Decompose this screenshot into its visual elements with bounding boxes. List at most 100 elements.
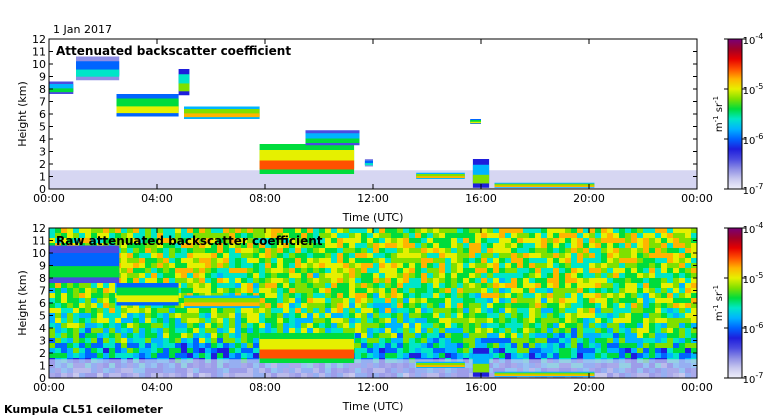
noise-cell <box>187 338 193 343</box>
noise-cell <box>355 313 361 318</box>
noise-cell <box>463 313 469 318</box>
noise-cell <box>277 323 283 328</box>
noise-cell <box>193 248 199 253</box>
noise-cell <box>529 308 535 313</box>
noise-cell <box>397 343 403 348</box>
noise-cell <box>589 313 595 318</box>
noise-cell <box>487 308 493 313</box>
noise-cell <box>193 278 199 283</box>
noise-cell <box>559 263 565 268</box>
noise-cell <box>673 323 679 328</box>
noise-cell <box>283 258 289 263</box>
noise-cell <box>79 348 85 353</box>
noise-cell <box>289 293 295 298</box>
noise-cell <box>337 263 343 268</box>
noise-cell <box>493 318 499 323</box>
noise-cell <box>637 268 643 273</box>
noise-cell <box>499 298 505 303</box>
noise-cell <box>289 313 295 318</box>
noise-cell <box>655 318 661 323</box>
noise-cell <box>631 333 637 338</box>
noise-cell <box>577 313 583 318</box>
noise-cell <box>313 273 319 278</box>
noise-cell <box>655 288 661 293</box>
noise-cell <box>499 288 505 293</box>
noise-cell <box>283 233 289 238</box>
noise-cell <box>349 288 355 293</box>
noise-cell <box>271 228 277 233</box>
noise-cell <box>559 238 565 243</box>
noise-cell <box>139 278 145 283</box>
noise-cell <box>577 328 583 333</box>
noise-cell <box>421 288 427 293</box>
noise-cell <box>421 348 427 353</box>
noise-cell <box>49 323 55 328</box>
noise-cell <box>571 228 577 233</box>
noise-cell <box>373 318 379 323</box>
noise-cell <box>589 318 595 323</box>
noise-cell <box>535 308 541 313</box>
noise-cell <box>505 353 511 358</box>
noise-cell <box>391 323 397 328</box>
noise-cell <box>421 228 427 233</box>
noise-cell <box>193 313 199 318</box>
noise-cell <box>469 333 475 338</box>
noise-cell <box>139 318 145 323</box>
noise-cell <box>607 258 613 263</box>
noise-cell <box>451 308 457 313</box>
noise-cell <box>247 258 253 263</box>
noise-cell <box>289 328 295 333</box>
noise-cell <box>595 288 601 293</box>
noise-cell <box>367 228 373 233</box>
noise-cell <box>361 318 367 323</box>
noise-cell <box>319 323 325 328</box>
noise-cell <box>673 308 679 313</box>
noise-cell <box>433 248 439 253</box>
noise-cell <box>265 313 271 318</box>
noise-cell <box>487 258 493 263</box>
noise-cell <box>253 333 259 338</box>
noise-cell <box>85 323 91 328</box>
noise-cell <box>619 283 625 288</box>
noise-cell <box>505 288 511 293</box>
noise-cell <box>475 298 481 303</box>
noise-cell <box>157 263 163 268</box>
noise-cell <box>511 338 517 343</box>
noise-cell <box>265 268 271 273</box>
noise-cell <box>187 238 193 243</box>
noise-cell <box>649 338 655 343</box>
noise-cell <box>457 233 463 238</box>
noise-cell <box>541 303 547 308</box>
noise-cell <box>541 308 547 313</box>
noise-cell <box>487 323 493 328</box>
noise-cell <box>469 278 475 283</box>
noise-cell <box>523 348 529 353</box>
noise-cell <box>127 278 133 283</box>
noise-cell <box>685 313 691 318</box>
noise-cell <box>517 303 523 308</box>
noise-cell <box>589 233 595 238</box>
x-tick-label: 16:00 <box>465 381 497 394</box>
noise-cell <box>517 308 523 313</box>
noise-cell <box>541 268 547 273</box>
noise-cell <box>175 353 181 358</box>
noise-cell <box>145 313 151 318</box>
noise-cell <box>547 238 553 243</box>
noise-cell <box>367 273 373 278</box>
noise-cell <box>361 313 367 318</box>
noise-cell <box>241 283 247 288</box>
noise-cell <box>331 293 337 298</box>
noise-cell <box>451 248 457 253</box>
noise-cell <box>349 328 355 333</box>
noise-cell <box>571 268 577 273</box>
noise-cell <box>475 258 481 263</box>
noise-cell <box>439 318 445 323</box>
noise-cell <box>433 303 439 308</box>
noise-cell <box>511 273 517 278</box>
x-axis-label-2: Time (UTC) <box>342 400 404 413</box>
noise-cell <box>385 293 391 298</box>
noise-cell <box>601 338 607 343</box>
noise-cell <box>427 248 433 253</box>
noise-cell <box>493 293 499 298</box>
noise-cell <box>253 228 259 233</box>
